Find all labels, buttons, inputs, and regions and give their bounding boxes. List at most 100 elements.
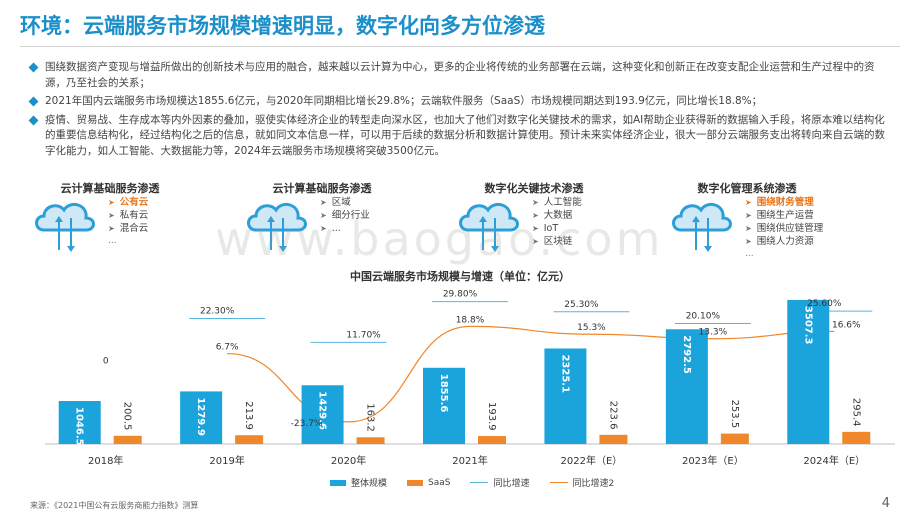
legend-item-saas: SaaS <box>407 476 450 489</box>
panel-item: ➤ 细分行业 <box>320 209 370 222</box>
diamond-bullet-icon <box>28 115 39 125</box>
chart-title: 中国云端服务市场规模与增速（单位：亿元） <box>350 270 570 283</box>
panel-item-label: 围绕人力资源 <box>756 236 814 247</box>
page-number: 4 <box>881 496 890 511</box>
source-note: 来源：《2021中国公有云服务商能力指数》测算 <box>30 501 199 510</box>
arrow-bullet-icon: ➤ <box>108 198 115 207</box>
panel-item-label: 人工智能 <box>543 197 582 208</box>
bar-total <box>58 401 101 444</box>
legend-swatch-growth <box>470 482 489 483</box>
market-size-chart: 2018年 2019年 2020年 2021年 2022年（E） 2023年（E） 2024… <box>45 290 895 467</box>
diamond-bullet-icon <box>28 62 39 73</box>
growth2-label: 18.8% <box>456 315 485 325</box>
cloud-upload-icon <box>35 202 95 252</box>
x-tick-label: 2022年（E） <box>561 454 623 467</box>
panel-title: 云计算基础服务渗透 <box>60 182 160 195</box>
legend-item-growth: 同比增速 <box>470 476 530 489</box>
bullet-item: 疫情、贸易战、生存成本等内外因素的叠加，驱使实体经济企业的转型走向深水区，也加大… <box>28 113 895 160</box>
arrow-bullet-icon: ➤ <box>320 224 327 233</box>
bar-saas <box>720 433 749 444</box>
panel-item: ➤ IoT <box>532 222 582 235</box>
cloud-upload-icon <box>459 202 519 252</box>
growth-label: 22.30% <box>200 307 235 317</box>
chart-legend: 整体规模 SaaS 同比增速 同比增速2 <box>330 476 614 489</box>
panel-item-label: 公有云 <box>119 197 149 208</box>
arrow-bullet-icon: ➤ <box>532 211 539 220</box>
growth2-label: 16.6% <box>832 320 861 330</box>
bar-total-label: 1279.9 <box>195 397 206 436</box>
bar-total <box>301 385 344 444</box>
growth2-label: 13.3% <box>699 328 728 338</box>
legend-item-total: 整体规模 <box>330 476 387 489</box>
arrow-bullet-icon: ➤ <box>745 198 752 207</box>
bar-total-label: 1855.6 <box>438 374 449 413</box>
cloud-upload-icon <box>672 202 732 252</box>
x-tick-label: 2020年 <box>331 454 366 467</box>
panel-item: ➤ 区域 <box>320 196 370 209</box>
growth-label: 25.60% <box>807 299 842 309</box>
panel-item: ➤ 围绕人力资源 <box>745 235 823 248</box>
panel-item: ➤ 大数据 <box>532 209 582 222</box>
bar-total-label: 1046.5 <box>74 407 85 446</box>
legend-label: 同比增速 <box>493 479 530 489</box>
bar-total-label: 2792.5 <box>681 335 692 374</box>
panel-item: ➤ 混合云 <box>108 222 148 235</box>
cloud-upload-icon <box>247 202 307 252</box>
panel-1: 云计算基础服务渗透 ➤ 公有云 ➤ 私有云 ➤ 混合云... <box>20 180 210 260</box>
panel-item-label: 区域 <box>331 197 351 208</box>
arrow-bullet-icon: ➤ <box>745 237 752 246</box>
growth-label: 29.80% <box>443 290 478 300</box>
panel-item-more: ... <box>108 236 117 246</box>
panel-item-label: 围绕财务管理 <box>756 197 814 208</box>
page-title: 环境：云端服务市场规模增速明显，数字化向多方位渗透 <box>20 14 545 38</box>
bar-total-label: 3507.3 <box>802 306 813 345</box>
growth2-label: -23.7% <box>291 419 323 429</box>
panel-item: ➤ 区块链 <box>532 235 582 248</box>
bar-saas <box>842 431 871 444</box>
bar-total <box>544 348 587 444</box>
bullet-item: 2021年国内云端服务市场规模达1855.6亿元，与2020年同期相比增长29.… <box>28 94 895 110</box>
legend-swatch-total <box>330 479 346 486</box>
panel-item: ➤ 私有云 <box>108 209 148 222</box>
bar-saas <box>478 436 506 444</box>
panel-4: 数字化管理系统渗透 ➤ 围绕财务管理 ➤ 围绕生产运营 ➤ 围绕供应链管理 ➤ 围绕人力资源..… <box>657 180 847 260</box>
arrow-bullet-icon: ➤ <box>320 211 327 220</box>
panel-item: ➤ 围绕财务管理 <box>745 196 823 209</box>
bar-total <box>423 367 465 444</box>
legend-label: 同比增速2 <box>572 479 615 489</box>
arrow-bullet-icon: ➤ <box>108 211 115 220</box>
panel-title: 数字化管理系统渗透 <box>697 182 797 195</box>
arrow-bullet-icon: ➤ <box>745 224 752 233</box>
arrow-bullet-icon: ➤ <box>532 237 539 246</box>
title-divider <box>20 46 900 47</box>
panel-item-label: 大数据 <box>543 210 573 221</box>
panel-3: 数字化关键技术渗透 ➤ 人工智能 ➤ 大数据 ➤ IoT ➤ 区块链 <box>444 180 634 260</box>
bar-saas-label: 193.9 <box>486 402 497 431</box>
x-tick-label: 2023年（E） <box>682 454 744 467</box>
bar-saas-label: 163.2 <box>365 403 376 432</box>
growth2-label: 6.7% <box>216 343 239 353</box>
growth-label: 0 <box>103 357 109 367</box>
arrow-bullet-icon: ➤ <box>532 224 539 233</box>
panel-item-label: 围绕供应链管理 <box>756 223 824 234</box>
x-tick-label: 2018年 <box>88 454 123 467</box>
panel-items: ➤ 围绕财务管理 ➤ 围绕生产运营 ➤ 围绕供应链管理 ➤ 围绕人力资源... <box>745 196 823 261</box>
panel-item-label: 细分行业 <box>331 210 370 221</box>
bar-total <box>665 329 708 444</box>
panel-2: 云计算基础服务渗透 ➤ 区域 ➤ 细分行业 ➤... <box>232 180 422 260</box>
bullet-text: 疫情、贸易战、生存成本等内外因素的叠加，驱使实体经济企业的转型走向深水区，也加大… <box>45 113 885 157</box>
panel-item-label: 围绕生产运营 <box>756 210 814 221</box>
panel-item-label: 私有云 <box>119 210 149 221</box>
bar-saas <box>235 435 264 444</box>
legend-swatch-growth2 <box>549 482 568 483</box>
bar-saas-label: 213.9 <box>243 401 254 430</box>
x-tick-label: 2021年 <box>452 454 487 467</box>
x-tick-label: 2019年 <box>209 454 244 467</box>
arrow-bullet-icon: ➤ <box>532 198 539 207</box>
x-tick-label: 2024年（E） <box>803 454 865 467</box>
bar-saas <box>356 437 385 444</box>
arrow-bullet-icon: ➤ <box>745 211 752 220</box>
panel-item-label: 混合云 <box>119 223 149 234</box>
bar-total <box>787 299 830 444</box>
bar-total-label: 2325.1 <box>559 354 570 393</box>
